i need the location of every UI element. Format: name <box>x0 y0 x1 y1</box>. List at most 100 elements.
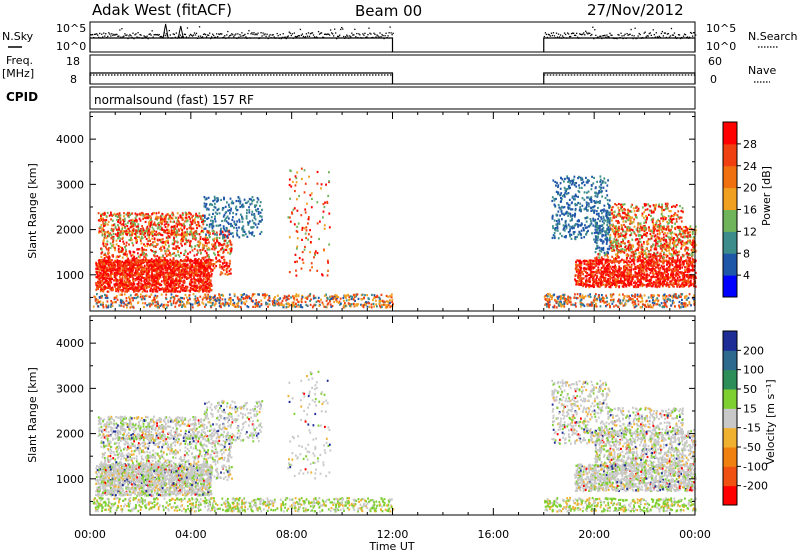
range-cell <box>251 202 253 204</box>
range-cell <box>247 200 249 202</box>
range-cell <box>232 299 234 301</box>
range-cell <box>206 289 208 291</box>
range-cell <box>134 222 136 224</box>
range-cell <box>203 303 205 305</box>
range-cell <box>220 232 222 234</box>
noise-search-point <box>669 37 670 38</box>
frequency-marks <box>90 73 695 84</box>
range-cell <box>207 231 209 233</box>
range-cell <box>166 250 168 252</box>
noise-left-tick-bottom: 10^0 <box>56 40 86 53</box>
range-cell <box>102 283 104 285</box>
range-cell <box>130 237 132 239</box>
range-cell <box>195 300 197 302</box>
range-cell <box>201 226 203 228</box>
range-cell <box>220 199 222 201</box>
range-cell <box>673 302 675 304</box>
range-cell <box>140 233 142 235</box>
range-cell <box>157 217 159 219</box>
range-cell <box>238 236 240 238</box>
range-cell <box>215 220 217 222</box>
noise-search-point <box>635 28 636 29</box>
range-cell <box>106 248 108 250</box>
range-cell <box>651 294 653 296</box>
noise-search-point <box>339 35 340 36</box>
range-cell <box>136 232 138 234</box>
range-cell <box>238 226 240 228</box>
range-cell <box>184 304 186 306</box>
range-cell <box>622 293 624 295</box>
range-cell <box>573 297 575 299</box>
range-cell <box>315 297 317 299</box>
range-cell <box>114 249 116 251</box>
range-cell <box>190 274 192 276</box>
range-cell <box>106 267 108 269</box>
range-cell <box>132 274 134 276</box>
range-cell <box>246 209 248 211</box>
range-cell <box>236 229 238 231</box>
noise-search-point <box>547 37 548 38</box>
range-cell <box>118 251 120 253</box>
range-cell <box>378 303 380 305</box>
range-cell <box>126 233 128 235</box>
range-cell <box>189 297 191 299</box>
range-cell <box>109 232 111 234</box>
noise-search-point <box>659 36 660 37</box>
range-cell <box>323 306 325 308</box>
range-cell <box>117 232 119 234</box>
range-cell <box>228 231 230 233</box>
range-cell <box>202 244 204 246</box>
range-cell <box>638 300 640 302</box>
range-cell <box>185 251 187 253</box>
range-cell <box>185 214 187 216</box>
range-cell <box>220 303 222 305</box>
range-cell <box>135 294 137 296</box>
range-cell <box>213 299 215 301</box>
range-cell <box>137 213 139 215</box>
range-cell <box>366 294 368 296</box>
noise-search-point <box>180 35 181 36</box>
range-cell <box>107 212 109 214</box>
noise-marks <box>90 24 696 52</box>
range-cell <box>385 306 387 308</box>
range-cell <box>96 302 98 304</box>
range-cell <box>373 303 375 305</box>
range-cell <box>219 295 221 297</box>
range-cell <box>106 215 108 217</box>
range-cell <box>176 290 178 292</box>
range-cell <box>101 280 103 282</box>
range-cell <box>190 278 192 280</box>
range-cell <box>251 213 253 215</box>
noise-search-point <box>210 38 211 39</box>
range-cell <box>190 240 192 242</box>
range-cell <box>110 229 112 231</box>
range-cell <box>222 262 224 264</box>
range-cell <box>306 297 308 299</box>
noise-search-point <box>131 37 132 38</box>
range-cell <box>226 242 228 244</box>
range-cell <box>173 262 175 264</box>
range-cell <box>132 284 134 286</box>
range-cell <box>121 228 123 230</box>
range-cell <box>142 215 144 217</box>
noise-search-point <box>654 34 655 35</box>
range-cell <box>102 290 104 292</box>
range-cell <box>228 265 230 267</box>
noise-search-point <box>213 35 214 36</box>
range-cell <box>189 212 191 214</box>
range-cell <box>205 204 207 206</box>
range-cell <box>246 212 248 214</box>
range-cell <box>99 296 101 298</box>
range-cell <box>225 211 227 213</box>
range-cell <box>623 305 625 307</box>
range-cell <box>246 217 248 219</box>
range-cell <box>167 242 169 244</box>
range-cell <box>197 224 199 226</box>
range-cell <box>189 291 191 293</box>
range-cell <box>127 274 129 276</box>
noise-search-point <box>546 34 547 35</box>
noise-search-point <box>340 29 341 30</box>
range-cell <box>367 306 369 308</box>
range-cell <box>214 267 216 269</box>
range-cell <box>260 201 262 203</box>
